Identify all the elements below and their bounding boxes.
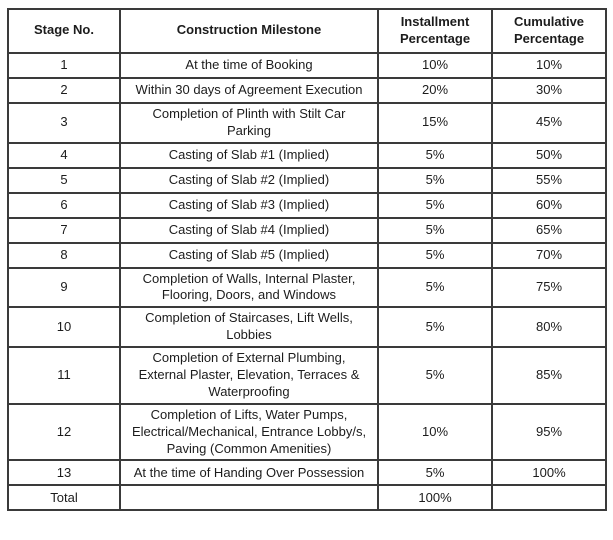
table-row: 3 Completion of Plinth with Stilt Car Par… xyxy=(7,101,607,144)
installment-cell: 15% xyxy=(377,101,493,144)
milestone-cell: Completion of Staircases, Lift Wells, Lo… xyxy=(119,306,379,349)
installment-cell: 5% xyxy=(377,346,493,405)
milestone-cell: Casting of Slab #2 (Implied) xyxy=(119,166,379,194)
milestone-text: At the time of Handing Over Possession xyxy=(133,464,365,480)
milestone-text: Completion of Plinth with Stilt Car Park… xyxy=(152,105,346,138)
milestone-text: Completion of External Plumbing, Externa… xyxy=(138,350,360,399)
cumulative-cell: 80% xyxy=(491,306,607,349)
table-header: Stage No. Construction Milestone Install… xyxy=(7,8,607,54)
header-installment-percentage: Installment Percentage xyxy=(377,8,493,54)
header-construction-milestone: Construction Milestone xyxy=(119,8,379,54)
installment-cell: 5% xyxy=(377,306,493,349)
table-row: 13 At the time of Handing Over Possession… xyxy=(7,459,607,487)
stage-cell: 7 xyxy=(7,216,121,244)
header-row: Stage No. Construction Milestone Install… xyxy=(7,8,607,54)
stage-cell: 3 xyxy=(7,101,121,144)
table-row: 10 Completion of Staircases, Lift Wells, … xyxy=(7,306,607,349)
milestone-cell: Completion of Plinth with Stilt Car Park… xyxy=(119,101,379,144)
milestone-cell: Casting of Slab #5 (Implied) xyxy=(119,241,379,269)
stage-cell: 10 xyxy=(7,306,121,349)
milestone-cell xyxy=(119,484,379,512)
milestone-text: Casting of Slab #1 (Implied) xyxy=(168,146,330,162)
milestone-text: Casting of Slab #2 (Implied) xyxy=(168,171,330,187)
stage-cell: 6 xyxy=(7,191,121,219)
stage-cell: 8 xyxy=(7,241,121,269)
table-row: Total 100% xyxy=(7,484,607,512)
stage-cell: 11 xyxy=(7,346,121,405)
milestone-text: Completion of Staircases, Lift Wells, Lo… xyxy=(145,310,353,343)
table-row: 12 Completion of Lifts, Water Pumps, Elec… xyxy=(7,402,607,462)
milestone-cell: At the time of Booking xyxy=(119,51,379,79)
table-row: 6 Casting of Slab #3 (Implied) 5% 60% xyxy=(7,191,607,219)
table-row: 5 Casting of Slab #2 (Implied) 5% 55% xyxy=(7,166,607,194)
cumulative-cell xyxy=(491,484,607,512)
cumulative-cell: 30% xyxy=(491,76,607,104)
milestone-text: Completion of Walls, Internal Plaster, F… xyxy=(142,270,356,303)
construction-payment-schedule-table: Stage No. Construction Milestone Install… xyxy=(7,8,607,512)
table-row: 4 Casting of Slab #1 (Implied) 5% 50% xyxy=(7,141,607,169)
installment-cell: 5% xyxy=(377,241,493,269)
table-row: 7 Casting of Slab #4 (Implied) 5% 65% xyxy=(7,216,607,244)
stage-cell: 4 xyxy=(7,141,121,169)
milestone-text: Within 30 days of Agreement Execution xyxy=(135,81,363,97)
milestone-text: Casting of Slab #5 (Implied) xyxy=(168,246,330,262)
table-row: 9 Completion of Walls, Internal Plaster, … xyxy=(7,266,607,309)
installment-cell: 5% xyxy=(377,266,493,309)
installment-cell: 5% xyxy=(377,216,493,244)
table-body: 1 At the time of Booking 10% 10% 2 Within 30 … xyxy=(7,51,607,512)
table-row: 8 Casting of Slab #5 (Implied) 5% 70% xyxy=(7,241,607,269)
installment-cell: 100% xyxy=(377,484,493,512)
milestone-cell: Casting of Slab #3 (Implied) xyxy=(119,191,379,219)
milestone-cell: Within 30 days of Agreement Execution xyxy=(119,76,379,104)
installment-cell: 5% xyxy=(377,166,493,194)
cumulative-cell: 60% xyxy=(491,191,607,219)
installment-cell: 5% xyxy=(377,459,493,487)
milestone-text: Completion of Lifts, Water Pumps, Electr… xyxy=(131,406,367,456)
installment-cell: 10% xyxy=(377,51,493,79)
cumulative-cell: 85% xyxy=(491,346,607,405)
installment-cell: 5% xyxy=(377,141,493,169)
payment-schedule-container: Stage No. Construction Milestone Install… xyxy=(7,8,607,512)
table-row: 2 Within 30 days of Agreement Execution 20… xyxy=(7,76,607,104)
installment-cell: 20% xyxy=(377,76,493,104)
table-row: 1 At the time of Booking 10% 10% xyxy=(7,51,607,79)
cumulative-cell: 45% xyxy=(491,101,607,144)
cumulative-cell: 95% xyxy=(491,402,607,462)
stage-cell: Total xyxy=(7,484,121,512)
milestone-cell: Casting of Slab #1 (Implied) xyxy=(119,141,379,169)
stage-cell: 1 xyxy=(7,51,121,79)
cumulative-cell: 55% xyxy=(491,166,607,194)
stage-cell: 9 xyxy=(7,266,121,309)
installment-cell: 5% xyxy=(377,191,493,219)
milestone-cell: Casting of Slab #4 (Implied) xyxy=(119,216,379,244)
cumulative-cell: 70% xyxy=(491,241,607,269)
milestone-text: Casting of Slab #3 (Implied) xyxy=(168,196,330,212)
cumulative-cell: 10% xyxy=(491,51,607,79)
cumulative-cell: 75% xyxy=(491,266,607,309)
milestone-cell: Completion of Walls, Internal Plaster, F… xyxy=(119,266,379,309)
milestone-cell: Completion of Lifts, Water Pumps, Electr… xyxy=(119,402,379,462)
stage-cell: 2 xyxy=(7,76,121,104)
stage-cell: 13 xyxy=(7,459,121,487)
stage-cell: 5 xyxy=(7,166,121,194)
milestone-cell: Completion of External Plumbing, Externa… xyxy=(119,346,379,405)
cumulative-cell: 100% xyxy=(491,459,607,487)
cumulative-cell: 50% xyxy=(491,141,607,169)
stage-cell: 12 xyxy=(7,402,121,462)
table-row: 11 Completion of External Plumbing, Exter… xyxy=(7,346,607,405)
cumulative-cell: 65% xyxy=(491,216,607,244)
milestone-cell: At the time of Handing Over Possession xyxy=(119,459,379,487)
header-stage-no: Stage No. xyxy=(7,8,121,54)
milestone-text: At the time of Booking xyxy=(185,56,313,72)
installment-cell: 10% xyxy=(377,402,493,462)
milestone-text: Casting of Slab #4 (Implied) xyxy=(168,221,330,237)
header-cumulative-percentage: Cumulative Percentage xyxy=(491,8,607,54)
